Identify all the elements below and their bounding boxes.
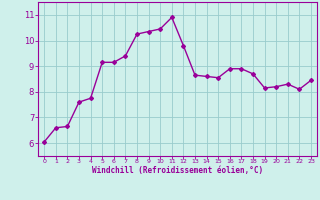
X-axis label: Windchill (Refroidissement éolien,°C): Windchill (Refroidissement éolien,°C) [92, 166, 263, 175]
